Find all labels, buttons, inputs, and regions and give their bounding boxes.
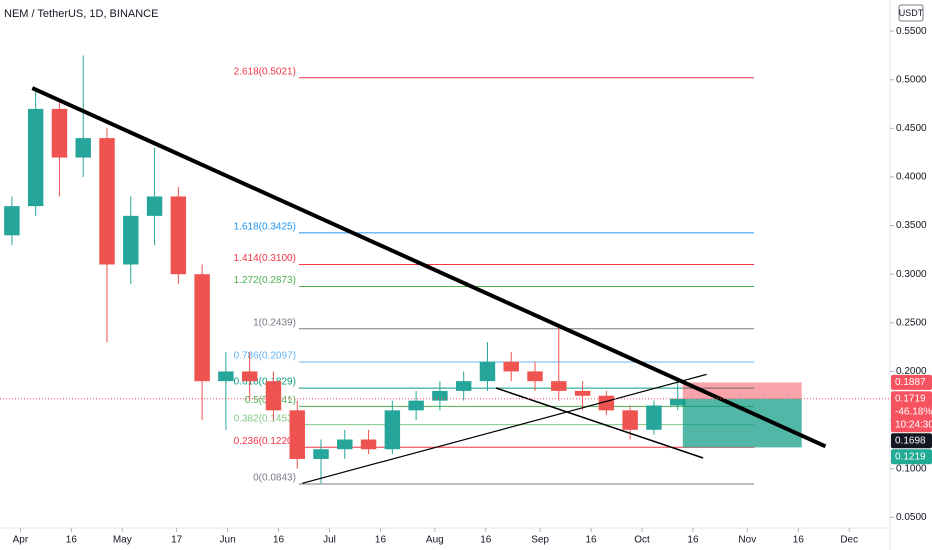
candle-body: [170, 196, 187, 275]
x-tick-label: Dec: [840, 535, 858, 546]
y-tick-label: 0.5500: [896, 26, 927, 37]
x-tick-label: Jul: [323, 535, 336, 546]
candle-body: [551, 381, 567, 391]
trend-line: [31, 86, 827, 449]
fib-label: 1(0.2439): [253, 317, 296, 328]
price-badge-label: 0.1219: [895, 451, 926, 462]
candle-body: [503, 361, 519, 372]
x-tick-label: Aug: [426, 535, 444, 546]
candle-body: [408, 400, 424, 411]
candle-body: [51, 108, 68, 158]
candle-body: [337, 439, 353, 450]
candle-body: [123, 215, 139, 265]
chart-title: NEM / TetherUS, 1D, BINANCE: [4, 8, 158, 20]
price-badge: [891, 374, 932, 390]
y-tick-label: 0.5000: [896, 74, 927, 85]
y-tick-label: 0.4500: [896, 123, 927, 134]
candle-body: [432, 390, 448, 401]
y-tick-label: 0.2000: [896, 366, 927, 377]
x-tick-label: Jun: [220, 535, 236, 546]
x-tick-label: Apr: [13, 535, 29, 546]
candle-body: [384, 410, 401, 450]
fib-label: 2.618(0.5021): [234, 66, 296, 77]
y-tick-label: 0.4000: [896, 172, 927, 183]
trend-line: [302, 373, 707, 484]
fib-label: 0.236(0.1220): [234, 436, 296, 447]
currency-box[interactable]: [898, 4, 924, 22]
candle-body: [646, 405, 662, 430]
candle-body: [527, 371, 543, 382]
y-tick-label: 0.1000: [896, 463, 927, 474]
candle-body: [313, 449, 329, 459]
candle-body: [479, 361, 496, 382]
x-tick-label: 16: [687, 535, 699, 546]
candle-body: [360, 439, 377, 450]
x-tick-label: 16: [375, 535, 387, 546]
fib-label: 1.618(0.3425): [234, 222, 296, 233]
candle-body: [194, 274, 210, 382]
candle-body: [598, 395, 615, 411]
candle-body: [146, 196, 163, 216]
x-tick-label: Nov: [738, 535, 756, 546]
candle-body: [289, 410, 305, 459]
candle-body: [4, 206, 20, 236]
currency: USDT: [899, 8, 924, 18]
x-tick-label: 16: [273, 535, 285, 546]
y-tick-label: 0.3000: [896, 269, 927, 280]
x-tick-label: Sep: [531, 535, 549, 546]
x-tick-label: 16: [66, 535, 78, 546]
x-tick-label: 17: [171, 535, 183, 546]
price-badge-label: 0.1698: [895, 435, 926, 446]
candle-body: [218, 371, 234, 382]
fib-label: 1.414(0.3100): [234, 253, 296, 264]
price-badge-label: 0.1887: [895, 377, 926, 388]
price-badge-label: 0.1719: [895, 393, 926, 404]
x-tick-label: 16: [480, 535, 492, 546]
price-badge: [891, 433, 932, 449]
candle-body: [265, 381, 282, 411]
fib-label: 0.786(0.2097): [234, 351, 296, 362]
y-tick-label: 0.3500: [896, 220, 927, 231]
x-tick-label: 16: [586, 535, 598, 546]
trend-line: [495, 387, 704, 459]
target-zone: [682, 398, 802, 448]
candle-body: [574, 390, 591, 396]
candle-body: [27, 108, 44, 207]
x-tick-label: Oct: [634, 535, 650, 546]
price-badge-extra: -46.18%: [895, 406, 932, 417]
candle-body: [455, 381, 472, 391]
candle-body: [99, 138, 115, 265]
x-tick-label: May: [113, 535, 132, 546]
candle-body: [75, 138, 91, 158]
price-badge: [891, 391, 932, 433]
y-tick-label: 0.0500: [896, 512, 927, 523]
candle-body: [622, 410, 638, 430]
fib-label: 0.382(0.1453): [234, 413, 296, 424]
price-badge: [891, 449, 932, 465]
fib-label: 0(0.0843): [253, 473, 296, 484]
x-tick-label: 16: [793, 535, 805, 546]
price-badge-extra: 10:24:30: [895, 419, 932, 430]
y-tick-label: 0.2500: [896, 317, 927, 328]
candle-body: [669, 398, 686, 406]
fib-label: 1.272(0.2873): [234, 275, 296, 286]
candle-body: [241, 371, 258, 382]
fib-label: 0.618(0.1829): [234, 377, 296, 388]
